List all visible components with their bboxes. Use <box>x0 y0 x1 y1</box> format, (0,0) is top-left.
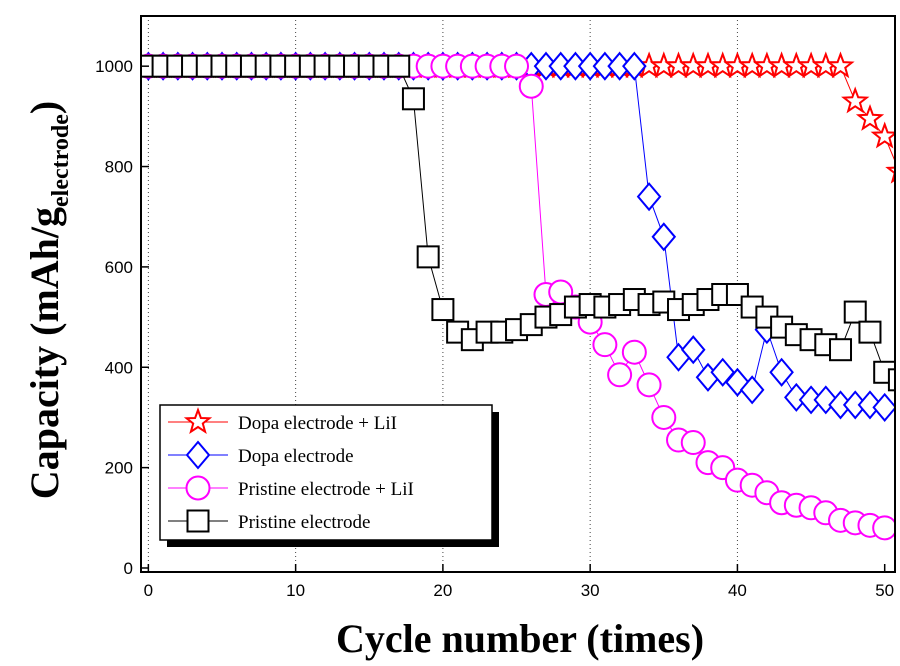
y-axis-title-sub: electrode <box>48 114 74 207</box>
star-marker <box>855 104 885 131</box>
circle-marker <box>607 362 633 388</box>
circle-marker <box>621 339 647 365</box>
square-marker <box>416 245 440 269</box>
star-marker <box>885 166 895 184</box>
diamond-marker <box>185 440 211 470</box>
y-axis-title-main: Capacity (mAh/g <box>22 207 67 499</box>
diamond-marker <box>622 51 647 81</box>
circle-marker <box>185 475 211 501</box>
x-tick-label: 0 <box>144 581 153 600</box>
diamond-marker <box>680 335 706 365</box>
x-tick-label: 40 <box>728 581 747 600</box>
square-marker <box>858 320 882 344</box>
y-axis-title-end: ) <box>22 101 67 114</box>
circle-marker <box>518 73 544 99</box>
y-tick-label: 400 <box>105 358 133 377</box>
diamond-marker <box>651 222 677 252</box>
star-marker <box>870 121 895 149</box>
x-tick-label: 20 <box>433 581 452 600</box>
square-marker <box>186 509 210 533</box>
plot-frame <box>140 15 896 573</box>
square-marker <box>829 338 853 362</box>
y-tick-label: 200 <box>105 459 133 478</box>
legend-label: Pristine electrode <box>238 512 370 533</box>
x-tick-label: 10 <box>286 581 305 600</box>
legend-box <box>159 404 493 541</box>
star-marker <box>826 51 855 79</box>
diamond-marker <box>857 390 883 420</box>
series-line <box>148 65 885 408</box>
circle-marker <box>651 404 677 430</box>
circle-marker <box>872 515 895 541</box>
circle-marker <box>592 332 618 358</box>
x-tick-label: 50 <box>875 581 894 600</box>
diamond-marker <box>784 382 809 412</box>
y-axis-title: Capacity (mAh/gelectrode) <box>22 101 74 499</box>
legend-label: Dopa electrode + LiI <box>238 413 397 434</box>
y-tick-label: 1000 <box>95 57 133 76</box>
y-tick-label: 0 <box>124 559 133 578</box>
square-marker <box>401 87 425 111</box>
x-axis-title: Cycle number (times) <box>336 616 704 661</box>
star-marker <box>841 86 870 114</box>
diamond-marker <box>872 392 895 422</box>
y-tick-label: 800 <box>105 158 133 177</box>
legend-label: Pristine electrode + LiI <box>238 479 414 500</box>
circle-marker <box>504 53 530 79</box>
diamond-marker <box>739 375 765 405</box>
y-tick-label: 600 <box>105 258 133 277</box>
square-marker <box>387 54 411 78</box>
circle-marker <box>680 430 706 456</box>
circle-marker <box>636 372 662 398</box>
diamond-marker <box>636 182 662 212</box>
diamond-marker <box>769 357 794 387</box>
star-marker <box>183 407 213 435</box>
square-marker <box>431 298 455 322</box>
square-marker <box>887 368 895 392</box>
x-tick-label: 30 <box>581 581 600 600</box>
legend-label: Dopa electrode <box>238 446 354 467</box>
square-marker <box>843 300 867 324</box>
